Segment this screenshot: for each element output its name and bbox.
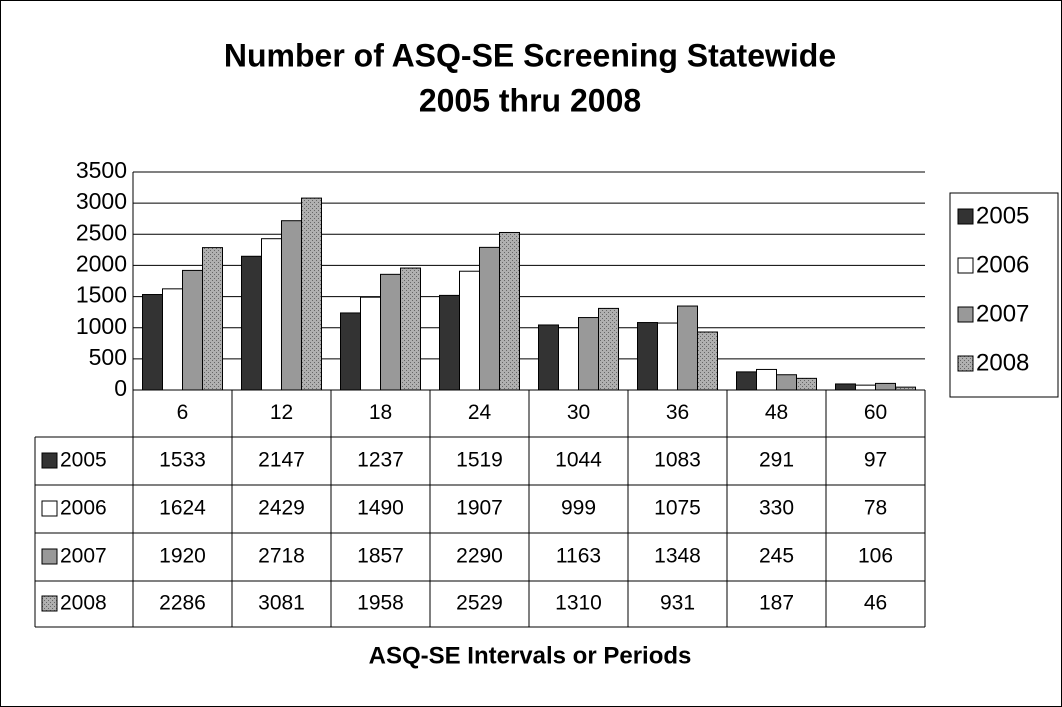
x-tick-label: 24 [468,401,492,424]
table-row-label: 2007 [60,545,107,568]
bar [241,255,262,391]
bar [400,267,421,391]
bar [479,246,500,391]
bar [182,269,203,391]
table-value: 97 [864,449,887,472]
legend-key [957,306,974,323]
legend-label: 2005 [976,202,1029,229]
bar [697,331,718,391]
table-value: 1624 [159,497,206,520]
bar [637,322,658,391]
bar [756,368,777,391]
legend-key [957,257,974,274]
table-value: 291 [759,449,794,472]
table-value: 1857 [357,545,404,568]
table-key [41,595,58,612]
x-tick-label: 12 [270,401,293,424]
table-value: 1533 [159,449,206,472]
table-value: 1083 [654,449,701,472]
table-row-label: 2005 [60,449,107,472]
table-value: 1958 [357,592,404,615]
bar [261,238,282,391]
table-value: 2529 [456,592,503,615]
legend-key [957,355,974,372]
bar [657,322,678,391]
table-key [41,500,58,517]
x-tick-label: 60 [864,401,887,424]
bar [380,273,401,391]
table-value: 3081 [258,592,305,615]
y-tick-label: 2500 [76,219,127,245]
table-row-label: 2006 [60,497,107,520]
table-key [41,548,58,565]
y-tick-label: 1000 [76,313,127,339]
table-value: 2286 [159,592,206,615]
table-value: 106 [858,545,893,568]
table-value: 1310 [555,592,602,615]
y-tick-label: 0 [114,375,127,401]
y-tick-label: 3000 [76,188,127,214]
bar [835,383,856,391]
table-value: 1044 [555,449,602,472]
table-value: 2718 [258,545,305,568]
table-value: 245 [759,545,794,568]
bar [855,384,876,391]
table-value: 1237 [357,449,404,472]
x-tick-label: 6 [177,401,189,424]
bar [439,294,460,391]
table-value: 2429 [258,497,305,520]
y-tick-label: 3500 [76,157,127,183]
bar [736,371,757,391]
table-value: 78 [864,497,887,520]
table-value: 1907 [456,497,503,520]
table-value: 1348 [654,545,701,568]
legend-label: 2008 [976,349,1029,376]
x-tick-label: 36 [666,401,689,424]
chart-title: Number of ASQ-SE Screening Statewide [224,37,836,73]
y-tick-label: 2000 [76,251,127,277]
table-value: 1490 [357,497,404,520]
bar [340,312,361,391]
table-value: 2147 [258,449,305,472]
bar [459,270,480,391]
legend-label: 2007 [976,300,1029,327]
y-tick-label: 500 [89,344,127,370]
table-value: 46 [864,592,887,615]
y-tick-label: 1500 [76,282,127,308]
table-row-label: 2008 [60,592,107,615]
bar [558,327,579,391]
bar [360,296,381,391]
x-tick-label: 18 [369,401,392,424]
bar [776,374,797,391]
bar [796,377,817,391]
bar [875,382,896,391]
legend-key [957,208,974,225]
table-value: 1075 [654,497,701,520]
table-value: 187 [759,592,794,615]
table-value: 1920 [159,545,206,568]
table-value: 330 [759,497,794,520]
x-axis-title: ASQ-SE Intervals or Periods [369,642,692,669]
table-key [41,452,58,469]
x-tick-label: 48 [765,401,788,424]
chart-subtitle: 2005 thru 2008 [419,82,641,118]
table-value: 2290 [456,545,503,568]
bar [538,324,559,391]
bar [142,294,163,391]
table-value: 1163 [556,545,601,568]
bar [677,305,698,391]
table-value: 931 [660,592,695,615]
bar [202,247,223,391]
table-value: 1519 [456,449,503,472]
bar [499,231,520,391]
bar [578,317,599,391]
bar [301,197,322,391]
legend-label: 2006 [976,251,1029,278]
bar [281,220,302,391]
bar [162,288,183,391]
bar [598,307,619,391]
table-value: 999 [561,497,596,520]
x-tick-label: 30 [567,401,590,424]
